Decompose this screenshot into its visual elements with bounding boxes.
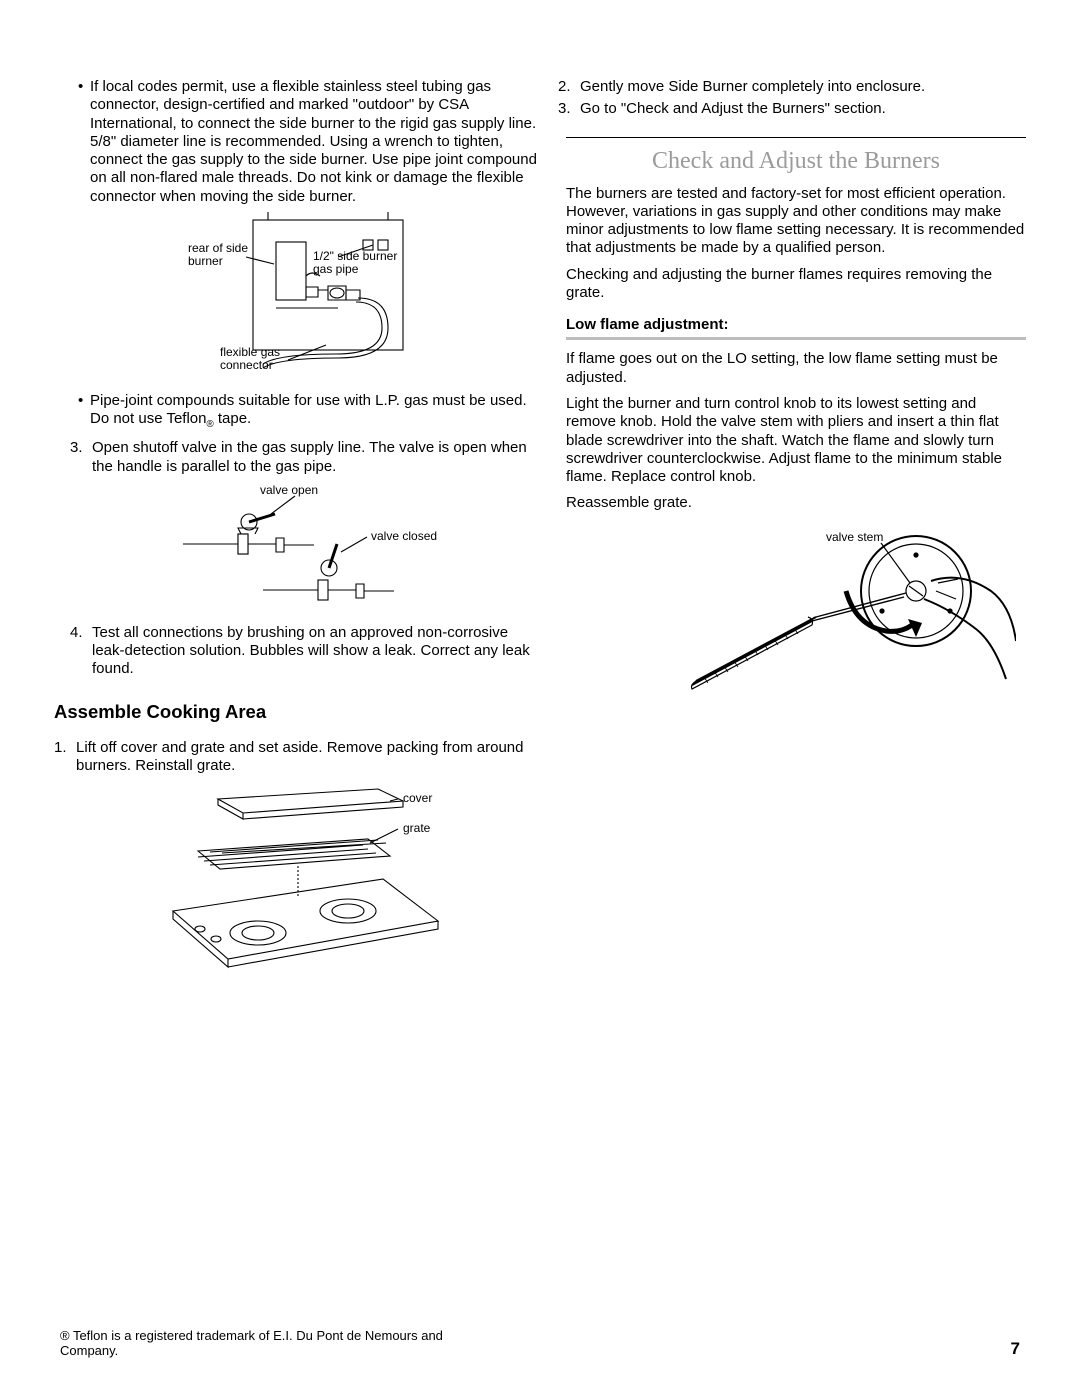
step-3-num: 3. xyxy=(70,439,83,457)
figure-side-burner: rear of side burner 1/2" side burner gas… xyxy=(78,212,538,384)
bullet-gas-connector: If local codes permit, use a flexible st… xyxy=(78,78,538,206)
assemble-step-1-text: Lift off cover and grate and set aside. … xyxy=(68,739,538,776)
label-valve-closed: valve closed xyxy=(371,529,437,543)
right-step-2-num: 2. xyxy=(558,78,571,96)
right-step-2-text: Gently move Side Burner completely into … xyxy=(580,78,925,95)
footer-trademark-note: ® Teflon is a registered trademark of E.… xyxy=(60,1328,480,1359)
label-rear-1: rear of side xyxy=(188,241,248,255)
bullet-pipejoint-b: tape. xyxy=(214,410,252,427)
step-3-open-valve: 3. Open shutoff valve in the gas supply … xyxy=(78,439,538,476)
label-valve-open: valve open xyxy=(260,483,318,497)
heading-check-adjust: Check and Adjust the Burners xyxy=(566,148,1026,175)
bullet-pipejoint: Pipe-joint compounds suitable for use wi… xyxy=(78,392,538,431)
heading-low-flame: Low flame adjustment: xyxy=(566,316,1026,333)
right-step-3-text: Go to "Check and Adjust the Burners" sec… xyxy=(580,100,886,117)
cooking-area-diagram-icon: cover grate xyxy=(138,781,478,991)
label-pipe-1: 1/2" side burner xyxy=(313,249,397,263)
step-4-num: 4. xyxy=(70,624,83,642)
valve-diagram-icon: valve open valve closed xyxy=(163,482,453,612)
step-4-text: Test all connections by brushing on an a… xyxy=(92,624,530,678)
label-flex-2: connector xyxy=(220,358,273,372)
assemble-step-1: 1. Lift off cover and grate and set asid… xyxy=(54,739,538,776)
page-footer: ® Teflon is a registered trademark of E.… xyxy=(60,1328,1020,1359)
valve-stem-diagram-icon: valve stem xyxy=(686,521,1016,711)
divider-rule xyxy=(566,137,1026,138)
figure-cooking-area: cover grate xyxy=(78,781,538,995)
step-3-text: Open shutoff valve in the gas supply lin… xyxy=(92,439,527,474)
right-step-2: 2. Gently move Side Burner completely in… xyxy=(566,78,1026,96)
step-4-leak-test: 4. Test all connections by brushing on a… xyxy=(78,624,538,679)
label-flex-1: flexible gas xyxy=(220,345,280,359)
assemble-step-1-num: 1. xyxy=(54,739,67,757)
right-column: 2. Gently move Side Burner completely in… xyxy=(566,78,1026,1003)
figure-valve: valve open valve closed xyxy=(78,482,538,616)
para-low-2: Light the burner and turn control knob t… xyxy=(566,395,1026,486)
right-step-3: 3. Go to "Check and Adjust the Burners" … xyxy=(566,100,1026,118)
page-container: If local codes permit, use a flexible st… xyxy=(0,0,1080,1003)
left-column: If local codes permit, use a flexible st… xyxy=(54,78,538,1003)
para-low-3: Reassemble grate. xyxy=(566,494,1026,512)
heading-assemble: Assemble Cooking Area xyxy=(54,701,538,723)
label-grate: grate xyxy=(403,821,431,835)
divider-thick xyxy=(566,337,1026,340)
para-grate: Checking and adjusting the burner flames… xyxy=(566,266,1026,303)
label-pipe-2: gas pipe xyxy=(313,262,359,276)
label-valve-stem: valve stem xyxy=(826,530,883,544)
bullet-pipejoint-a: Pipe-joint compounds suitable for use wi… xyxy=(90,392,527,427)
para-low-1: If flame goes out on the LO setting, the… xyxy=(566,350,1026,387)
label-rear-2: burner xyxy=(188,254,223,268)
side-burner-diagram-icon: rear of side burner 1/2" side burner gas… xyxy=(158,212,458,380)
figure-valve-stem: valve stem xyxy=(566,521,1026,715)
right-step-3-num: 3. xyxy=(558,100,571,118)
para-intro: The burners are tested and factory-set f… xyxy=(566,185,1026,258)
page-number: 7 xyxy=(1011,1339,1020,1359)
label-cover: cover xyxy=(403,791,432,805)
